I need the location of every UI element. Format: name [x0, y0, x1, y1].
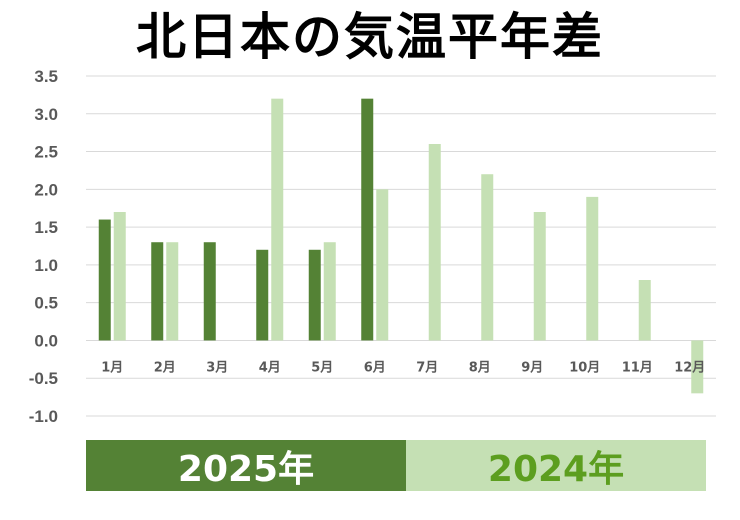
- y-tick-label: 3.5: [34, 67, 58, 86]
- y-tick-label: 0.0: [34, 331, 58, 350]
- x-tick-label: 1月: [101, 360, 123, 375]
- bar-2024-5: [323, 242, 336, 341]
- x-tick-label: 4月: [259, 360, 281, 375]
- x-tick-label: 8月: [469, 360, 491, 375]
- bar-2024-1: [113, 212, 126, 341]
- bar-2024-2: [166, 242, 179, 341]
- bar-2024-7: [428, 144, 441, 341]
- bar-2024-12: [691, 340, 704, 394]
- x-tick-label: 12月: [674, 360, 705, 375]
- bar-2025-2: [151, 242, 164, 341]
- y-tick-label: 0.5: [34, 294, 58, 313]
- bar-2025-3: [203, 242, 216, 341]
- legend-2025: 2025年: [86, 440, 406, 491]
- x-tick-label: 2月: [154, 360, 176, 375]
- x-tick-label: 5月: [311, 360, 333, 375]
- x-tick-label: 11月: [622, 360, 653, 375]
- bar-2024-11: [638, 280, 651, 341]
- bar-2024-9: [533, 212, 546, 341]
- y-tick-label: 1.5: [34, 218, 58, 237]
- y-tick-label: 3.0: [34, 105, 58, 124]
- x-tick-label: 9月: [521, 360, 543, 375]
- y-tick-label: -0.5: [29, 369, 58, 388]
- legend-2024: 2024年: [406, 440, 706, 491]
- y-tick-label: -1.0: [29, 407, 58, 426]
- y-tick-label: 2.0: [34, 180, 58, 199]
- bar-2024-4: [271, 98, 284, 341]
- x-tick-label: 6月: [364, 360, 386, 375]
- y-tick-label: 1.0: [34, 256, 58, 275]
- bar-2024-8: [481, 174, 494, 341]
- bar-2025-1: [98, 219, 111, 341]
- bar-2025-4: [256, 249, 269, 341]
- bar-2024-6: [376, 189, 389, 341]
- y-tick-label: 2.5: [34, 143, 58, 162]
- bar-2025-5: [308, 249, 321, 341]
- x-tick-label: 7月: [416, 360, 438, 375]
- bar-2024-10: [586, 196, 599, 341]
- grid-lines: [86, 75, 716, 417]
- x-tick-label: 10月: [569, 360, 600, 375]
- y-axis-ticks: 3.5 3.0 2.5 2.0 1.5 1.0 0.5 0.0 -0.5 -1.0: [29, 67, 58, 426]
- x-tick-label: 3月: [206, 360, 228, 375]
- bars: [98, 98, 704, 394]
- chart-title: 北日本の気温平年差: [136, 8, 604, 66]
- x-axis-ticks: 1月 2月 3月 4月 5月 6月 7月 8月 9月 10月 11月 12月: [101, 360, 705, 375]
- bar-2025-6: [361, 98, 374, 341]
